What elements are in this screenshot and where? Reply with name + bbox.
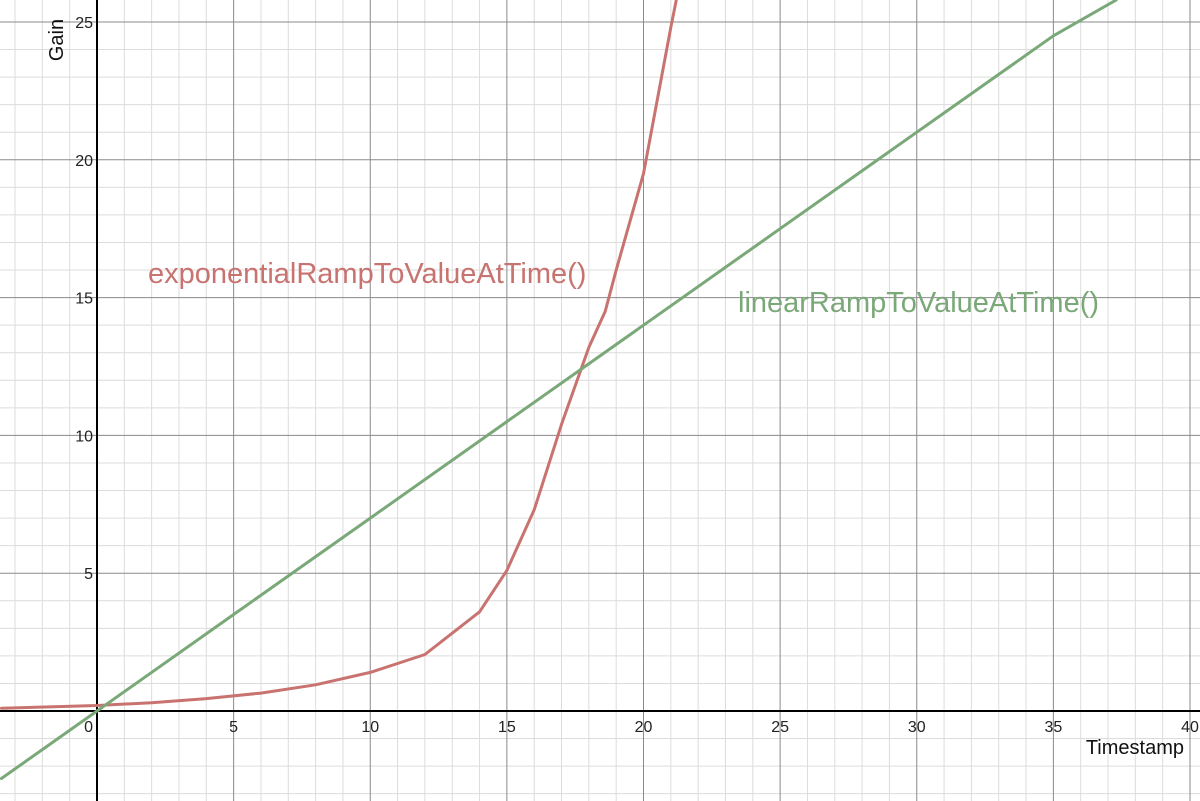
y-tick-label: 5	[84, 566, 93, 583]
x-tick-label: 40	[1181, 719, 1199, 736]
tick-labels: 0 5 10 15 20 25 30 35 40 5 10 15 20 25	[75, 15, 1199, 736]
y-tick-label: 10	[75, 428, 93, 445]
series-lines	[0, 0, 1118, 780]
series-line-exponential	[0, 0, 678, 710]
y-tick-label: 15	[75, 291, 93, 308]
series-label-exponential: exponentialRampToValueAtTime()	[148, 258, 586, 290]
x-tick-label: 10	[361, 719, 379, 736]
series-line-linear	[0, 0, 1118, 780]
x-axis-title: Timestamp	[1086, 737, 1184, 759]
x-tick-label: 20	[635, 719, 653, 736]
series-labels: exponentialRampToValueAtTime() linearRam…	[148, 258, 1099, 319]
y-tick-label: 20	[75, 153, 93, 170]
x-tick-label: 15	[498, 719, 516, 736]
y-axis-title: Gain	[46, 19, 68, 61]
x-tick-label: 5	[229, 719, 238, 736]
x-tick-label: 25	[771, 719, 789, 736]
y-tick-label: 25	[75, 15, 93, 32]
x-tick-label: 30	[908, 719, 926, 736]
x-tick-label: 35	[1044, 719, 1062, 736]
series-label-linear: linearRampToValueAtTime()	[738, 287, 1099, 319]
x-tick-label: 0	[84, 719, 93, 736]
